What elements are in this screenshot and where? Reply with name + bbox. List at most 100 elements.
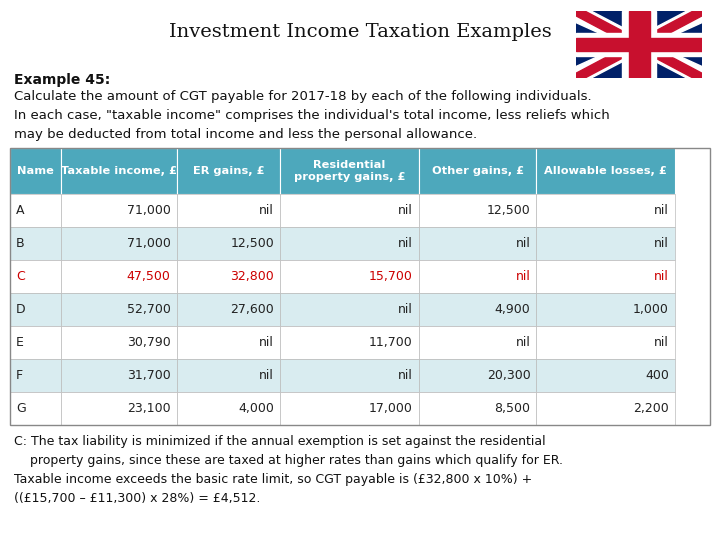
Text: 1,000: 1,000 [633, 303, 669, 316]
Text: 71,000: 71,000 [127, 237, 171, 250]
Text: 2,200: 2,200 [634, 402, 669, 415]
FancyBboxPatch shape [536, 293, 675, 326]
Text: nil: nil [259, 336, 274, 349]
FancyBboxPatch shape [536, 148, 675, 194]
Text: C: The tax liability is minimized if the annual exemption is set against the res: C: The tax liability is minimized if the… [14, 435, 546, 448]
FancyBboxPatch shape [176, 194, 280, 227]
FancyBboxPatch shape [176, 260, 280, 293]
FancyBboxPatch shape [280, 392, 419, 425]
FancyBboxPatch shape [419, 260, 536, 293]
Text: nil: nil [654, 270, 669, 283]
FancyBboxPatch shape [61, 326, 176, 359]
Text: 20,300: 20,300 [487, 369, 531, 382]
FancyBboxPatch shape [61, 260, 176, 293]
Text: A: A [16, 204, 24, 217]
Text: nil: nil [398, 204, 413, 217]
Text: Taxable income, £: Taxable income, £ [61, 166, 177, 176]
FancyBboxPatch shape [176, 148, 280, 194]
FancyBboxPatch shape [10, 260, 61, 293]
Text: 17,000: 17,000 [369, 402, 413, 415]
Text: nil: nil [654, 336, 669, 349]
Text: Allowable losses, £: Allowable losses, £ [544, 166, 667, 176]
Text: 71,000: 71,000 [127, 204, 171, 217]
FancyBboxPatch shape [536, 227, 675, 260]
Text: D: D [16, 303, 26, 316]
FancyBboxPatch shape [280, 326, 419, 359]
Text: Name: Name [17, 166, 54, 176]
Text: nil: nil [259, 204, 274, 217]
FancyBboxPatch shape [61, 227, 176, 260]
FancyBboxPatch shape [419, 392, 536, 425]
Bar [622, 11, 656, 78]
FancyBboxPatch shape [419, 194, 536, 227]
FancyBboxPatch shape [536, 392, 675, 425]
FancyBboxPatch shape [10, 326, 61, 359]
FancyBboxPatch shape [10, 359, 61, 392]
Text: property gains, since these are taxed at higher rates than gains which qualify f: property gains, since these are taxed at… [14, 454, 563, 467]
FancyBboxPatch shape [536, 260, 675, 293]
Text: nil: nil [398, 303, 413, 316]
Text: 31,700: 31,700 [127, 369, 171, 382]
Text: 8,500: 8,500 [495, 402, 531, 415]
FancyBboxPatch shape [10, 148, 61, 194]
FancyBboxPatch shape [61, 359, 176, 392]
Text: nil: nil [398, 237, 413, 250]
Text: 15,700: 15,700 [369, 270, 413, 283]
Text: 12,500: 12,500 [487, 204, 531, 217]
Text: C: C [16, 270, 24, 283]
Text: In each case, "taxable income" comprises the individual's total income, less rel: In each case, "taxable income" comprises… [14, 109, 610, 122]
Text: F: F [16, 369, 23, 382]
Text: Investment Income Taxation Examples: Investment Income Taxation Examples [168, 23, 552, 41]
Text: 4,900: 4,900 [495, 303, 531, 316]
Bar [576, 38, 702, 51]
Text: G: G [16, 402, 26, 415]
Text: Example 45:: Example 45: [14, 73, 110, 87]
Text: Calculate the amount of CGT payable for 2017-18 by each of the following individ: Calculate the amount of CGT payable for … [14, 90, 592, 103]
Text: 23,100: 23,100 [127, 402, 171, 415]
Text: Other gains, £: Other gains, £ [431, 166, 523, 176]
FancyBboxPatch shape [419, 148, 536, 194]
FancyBboxPatch shape [61, 148, 176, 194]
FancyBboxPatch shape [10, 392, 61, 425]
FancyBboxPatch shape [10, 194, 61, 227]
Text: nil: nil [654, 204, 669, 217]
FancyBboxPatch shape [61, 293, 176, 326]
FancyBboxPatch shape [536, 326, 675, 359]
Polygon shape [576, 11, 702, 78]
FancyBboxPatch shape [536, 359, 675, 392]
FancyBboxPatch shape [176, 293, 280, 326]
Text: nil: nil [516, 237, 531, 250]
Text: 11,700: 11,700 [369, 336, 413, 349]
FancyBboxPatch shape [419, 227, 536, 260]
FancyBboxPatch shape [280, 194, 419, 227]
Text: nil: nil [516, 336, 531, 349]
Text: Residential
property gains, £: Residential property gains, £ [294, 160, 405, 183]
Text: 400: 400 [645, 369, 669, 382]
FancyBboxPatch shape [280, 260, 419, 293]
Text: 12,500: 12,500 [230, 237, 274, 250]
FancyBboxPatch shape [280, 148, 419, 194]
Bar [629, 11, 649, 78]
FancyBboxPatch shape [61, 194, 176, 227]
FancyBboxPatch shape [61, 392, 176, 425]
FancyBboxPatch shape [10, 227, 61, 260]
Text: ((£15,700 – £11,300) x 28%) = £4,512.: ((£15,700 – £11,300) x 28%) = £4,512. [14, 492, 261, 505]
Text: 4,000: 4,000 [238, 402, 274, 415]
Text: 30,790: 30,790 [127, 336, 171, 349]
FancyBboxPatch shape [419, 326, 536, 359]
FancyBboxPatch shape [10, 293, 61, 326]
FancyBboxPatch shape [176, 227, 280, 260]
Text: 32,800: 32,800 [230, 270, 274, 283]
Polygon shape [576, 11, 702, 78]
Text: 27,600: 27,600 [230, 303, 274, 316]
FancyBboxPatch shape [176, 359, 280, 392]
FancyBboxPatch shape [280, 293, 419, 326]
Text: 52,700: 52,700 [127, 303, 171, 316]
Polygon shape [576, 11, 702, 78]
FancyBboxPatch shape [280, 359, 419, 392]
FancyBboxPatch shape [280, 227, 419, 260]
Text: 47,500: 47,500 [127, 270, 171, 283]
Text: B: B [16, 237, 24, 250]
FancyBboxPatch shape [536, 194, 675, 227]
FancyBboxPatch shape [419, 293, 536, 326]
